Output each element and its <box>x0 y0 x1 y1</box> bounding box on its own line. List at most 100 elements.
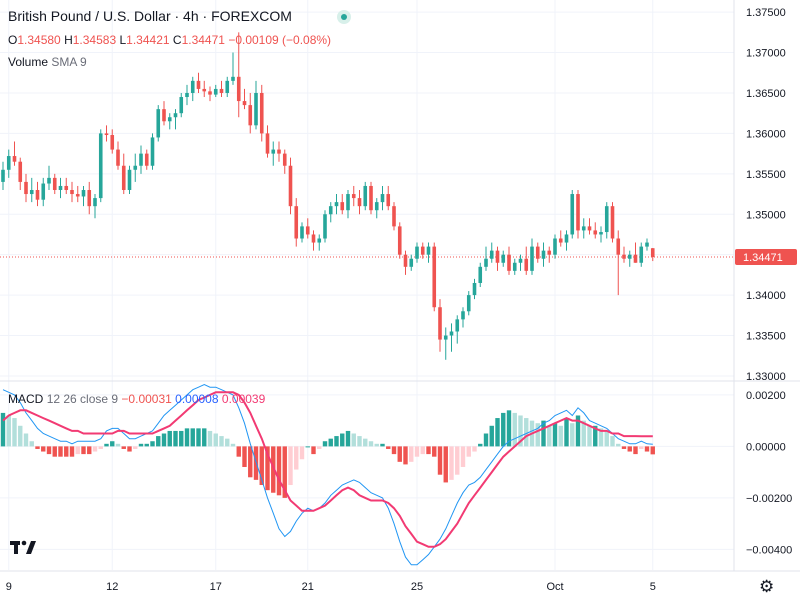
candle-body[interactable] <box>139 153 143 166</box>
volume-legend[interactable]: Volume SMA 9 <box>8 55 87 69</box>
candle-body[interactable] <box>581 226 586 231</box>
candle-body[interactable] <box>334 202 339 207</box>
candle-body[interactable] <box>225 80 230 93</box>
candle-body[interactable] <box>455 319 460 332</box>
macd-legend[interactable]: MACD 12 26 close 9 −0.00031 0.00008 0.00… <box>8 392 265 406</box>
candle-body[interactable] <box>495 250 500 263</box>
candle-body[interactable] <box>587 226 592 231</box>
candle-body[interactable] <box>173 113 178 118</box>
candle-body[interactable] <box>282 153 287 166</box>
candle-body[interactable] <box>484 258 488 267</box>
candle-body[interactable] <box>507 254 511 271</box>
candle-body[interactable] <box>553 238 557 255</box>
candle-body[interactable] <box>530 246 534 271</box>
candle-body[interactable] <box>386 194 391 207</box>
candle-body[interactable] <box>633 254 638 263</box>
price-pane[interactable] <box>0 32 734 360</box>
candle-body[interactable] <box>403 254 408 267</box>
candle-body[interactable] <box>116 149 120 166</box>
candle-body[interactable] <box>340 202 345 211</box>
candle-body[interactable] <box>512 262 517 271</box>
candle-body[interactable] <box>271 149 276 154</box>
candle-body[interactable] <box>18 161 23 182</box>
candle-body[interactable] <box>185 92 189 98</box>
candle-body[interactable] <box>438 307 442 340</box>
candle-body[interactable] <box>75 194 80 197</box>
candle-body[interactable] <box>610 206 615 239</box>
candle-body[interactable] <box>41 183 46 200</box>
candle-body[interactable] <box>328 206 333 215</box>
candle-body[interactable] <box>242 101 247 106</box>
candle-body[interactable] <box>616 238 621 255</box>
candle-body[interactable] <box>93 198 97 207</box>
candle-body[interactable] <box>489 250 494 259</box>
candle-body[interactable] <box>219 88 224 93</box>
candle-body[interactable] <box>47 177 51 184</box>
candle-body[interactable] <box>208 91 212 95</box>
candle-body[interactable] <box>190 80 195 93</box>
gear-icon[interactable]: ⚙ <box>759 577 775 596</box>
candle-body[interactable] <box>254 92 258 126</box>
candle-body[interactable] <box>351 194 356 199</box>
candle-body[interactable] <box>29 190 34 195</box>
candle-body[interactable] <box>461 311 465 320</box>
candle-body[interactable] <box>449 331 454 336</box>
candle-body[interactable] <box>150 137 155 166</box>
symbol-title[interactable]: British Pound / U.S. Dollar · 4h · FOREX… <box>8 8 292 24</box>
candle-body[interactable] <box>300 226 304 239</box>
candle-body[interactable] <box>650 248 655 258</box>
candle-body[interactable] <box>231 76 235 81</box>
candle-body[interactable] <box>202 88 207 92</box>
candle-body[interactable] <box>547 250 552 255</box>
candle-body[interactable] <box>179 97 184 114</box>
candle-body[interactable] <box>392 206 396 227</box>
candle-body[interactable] <box>1 169 5 182</box>
candle-body[interactable] <box>236 76 241 102</box>
candle-body[interactable] <box>167 117 172 122</box>
candle-body[interactable] <box>81 190 86 197</box>
candle-body[interactable] <box>409 258 414 267</box>
candle-body[interactable] <box>380 194 385 203</box>
candle-body[interactable] <box>24 181 28 195</box>
candle-body[interactable] <box>369 185 373 211</box>
candle-body[interactable] <box>196 80 201 89</box>
tradingview-logo-icon[interactable] <box>8 538 42 560</box>
candle-body[interactable] <box>104 133 109 136</box>
candle-body[interactable] <box>518 258 523 263</box>
candle-body[interactable] <box>564 234 569 243</box>
candle-body[interactable] <box>599 232 603 235</box>
candle-body[interactable] <box>374 202 379 211</box>
candle-body[interactable] <box>415 246 419 259</box>
macd-pane[interactable] <box>0 384 655 566</box>
time-axis[interactable]: 9 12 17 21 25 Oct 5 <box>6 581 656 593</box>
candle-body[interactable] <box>144 153 149 166</box>
candle-body[interactable] <box>6 156 11 170</box>
candle-body[interactable] <box>639 246 644 263</box>
candle-body[interactable] <box>558 238 563 243</box>
candle-body[interactable] <box>35 190 40 200</box>
candle-body[interactable] <box>645 242 649 247</box>
candle-body[interactable] <box>311 234 316 243</box>
candle-body[interactable] <box>52 177 57 190</box>
candle-body[interactable] <box>593 230 598 235</box>
candle-body[interactable] <box>346 194 350 211</box>
candle-body[interactable] <box>541 250 546 259</box>
candle-body[interactable] <box>576 194 580 231</box>
candle-body[interactable] <box>317 238 322 243</box>
candle-body[interactable] <box>248 105 253 126</box>
candle-body[interactable] <box>478 266 483 283</box>
candle-body[interactable] <box>420 246 425 255</box>
candle-body[interactable] <box>12 156 17 162</box>
candle-body[interactable] <box>466 295 471 312</box>
candle-body[interactable] <box>305 226 310 235</box>
candle-body[interactable] <box>323 214 327 239</box>
candle-body[interactable] <box>524 258 529 271</box>
candle-body[interactable] <box>98 133 103 199</box>
candle-body[interactable] <box>501 254 506 263</box>
candle-body[interactable] <box>110 135 115 150</box>
candle-body[interactable] <box>426 246 431 255</box>
candle-body[interactable] <box>156 109 161 138</box>
candle-body[interactable] <box>133 165 138 170</box>
candle-body[interactable] <box>127 169 132 190</box>
